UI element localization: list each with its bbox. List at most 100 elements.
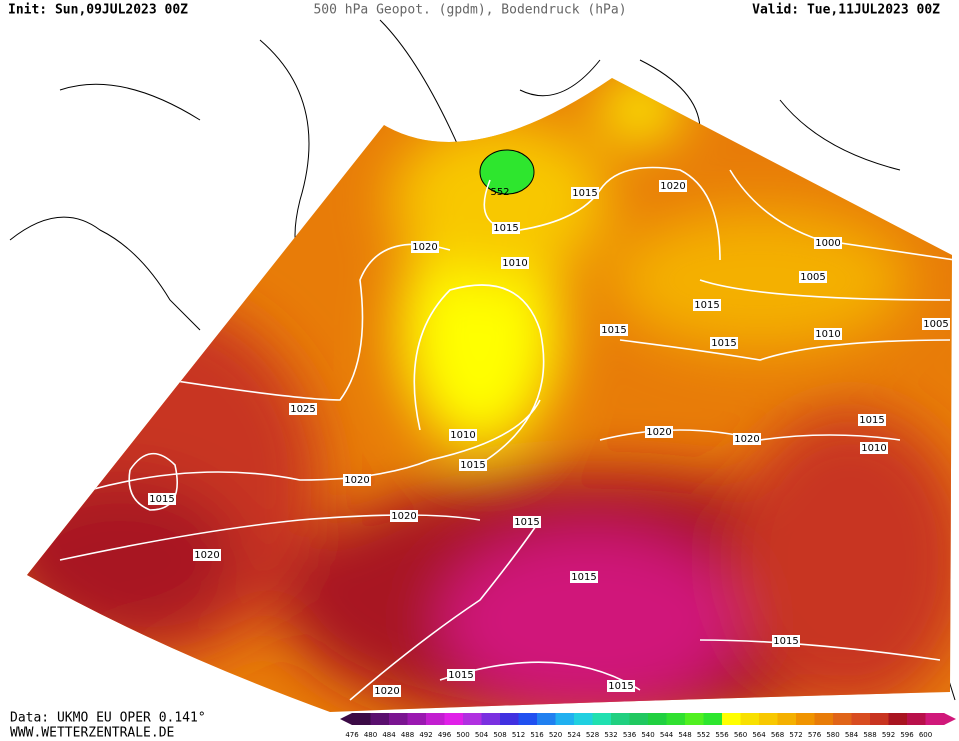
contour-label-box: [814, 237, 842, 249]
legend-swatch: [592, 713, 612, 725]
legend-label: 508: [493, 731, 506, 739]
contour-label-box: [922, 318, 950, 330]
valid-time: Valid: Tue,11JUL2023 00Z: [752, 3, 940, 18]
legend-swatch: [648, 713, 667, 725]
contour-label-box: [193, 549, 221, 561]
legend-swatch: [870, 713, 889, 725]
legend-swatch: [389, 713, 408, 725]
legend-label: 484: [382, 731, 396, 739]
init-time: Init: Sun,09JUL2023 00Z: [8, 3, 188, 18]
legend-arrow-low: [340, 713, 352, 725]
legend-label: 500: [456, 731, 469, 739]
contour-label-box: [492, 222, 520, 234]
contour-label: 1020: [194, 550, 219, 561]
contour-label: 1015: [572, 188, 597, 199]
legend-swatch: [722, 713, 741, 725]
contour-label: 1020: [374, 686, 399, 697]
contour-label-box: [513, 516, 541, 528]
legend-swatch: [407, 713, 427, 725]
legend-swatch: [611, 713, 630, 725]
contour-label: 1010: [815, 329, 840, 340]
legend-label: 564: [752, 731, 766, 739]
contour-label-box: [289, 403, 317, 415]
contour-label: 1020: [344, 475, 369, 486]
contour-label: 1020: [646, 427, 671, 438]
outline-land: [9, 19, 956, 701]
legend-label: 476: [345, 731, 359, 739]
contour-label: 1020: [734, 434, 759, 445]
contour-label: 1015: [601, 325, 626, 336]
legend-label: 572: [789, 731, 802, 739]
contour-label: 1015: [514, 517, 539, 528]
contour-label: 1015: [694, 300, 719, 311]
legend-label: 492: [419, 731, 432, 739]
contour-label-box: [570, 571, 598, 583]
legend-label: 512: [512, 731, 525, 739]
legend-label: 592: [882, 731, 895, 739]
legend-label: 580: [826, 731, 839, 739]
legend-label: 584: [845, 731, 859, 739]
contour-label-box: [373, 685, 401, 697]
legend-swatch: [444, 713, 464, 725]
contour-label-box: [858, 414, 886, 426]
contour-label-box: [659, 180, 687, 192]
legend-label: 524: [567, 731, 581, 739]
contour-label: 1010: [450, 430, 475, 441]
contour-label-box: [814, 328, 842, 340]
contour-label: 1015: [149, 494, 174, 505]
legend-label: 516: [530, 731, 544, 739]
legend-swatch: [685, 713, 704, 725]
contour-label: 1015: [711, 338, 736, 349]
legend-swatch: [352, 713, 371, 725]
contour-label-box: [447, 669, 475, 681]
contour-label: 1005: [800, 272, 825, 283]
contour-label: 1015: [571, 572, 596, 583]
legend-label: 544: [660, 731, 674, 739]
contour-label: 1020: [660, 181, 685, 192]
contour-label: 1015: [448, 670, 473, 681]
map-title: 500 hPa Geopot. (gpdm), Bodendruck (hPa): [313, 3, 626, 18]
legend-label: 496: [438, 731, 452, 739]
contour-label-box: [607, 680, 635, 692]
contour-label: 1015: [493, 223, 518, 234]
contour-label: 1015: [608, 681, 633, 692]
legend-label: 576: [808, 731, 822, 739]
legend-label: 548: [678, 731, 691, 739]
legend-label: 552: [697, 731, 710, 739]
legend-swatch: [537, 713, 556, 725]
contour-label-box: [772, 635, 800, 647]
contour-label: 1020: [391, 511, 416, 522]
contour-label: 1015: [773, 636, 798, 647]
contour-label-box: [799, 271, 827, 283]
legend-swatch: [629, 713, 649, 725]
legend-label: 480: [364, 731, 377, 739]
contour-label-box: [459, 459, 487, 471]
contour-label: 1020: [412, 242, 437, 253]
legend-label: 528: [586, 731, 599, 739]
contour-label-box: [390, 510, 418, 522]
website: WWW.WETTERZENTRALE.DE: [10, 726, 174, 741]
legend-label: 568: [771, 731, 784, 739]
legend-label: 532: [604, 731, 617, 739]
contour-label-box: [148, 493, 176, 505]
legend-swatch: [666, 713, 686, 725]
legend-swatch: [703, 713, 723, 725]
contour-label-box: [501, 257, 529, 269]
legend-swatch: [814, 713, 834, 725]
legend-label: 504: [475, 731, 489, 739]
contour-label: 1010: [861, 443, 886, 454]
legend-swatch: [777, 713, 797, 725]
legend-label: 560: [734, 731, 747, 739]
legend-label: 596: [900, 731, 914, 739]
legend-arrow-high: [944, 713, 956, 725]
legend-swatch: [481, 713, 501, 725]
legend-swatch: [851, 713, 871, 725]
contour-label: 1025: [290, 404, 315, 415]
contour-label-box: [693, 299, 721, 311]
contour-label-box: [343, 474, 371, 486]
legend-label: 588: [863, 731, 876, 739]
contour-label: 1015: [859, 415, 884, 426]
contour-label: 1000: [815, 238, 840, 249]
legend-swatch: [518, 713, 538, 725]
